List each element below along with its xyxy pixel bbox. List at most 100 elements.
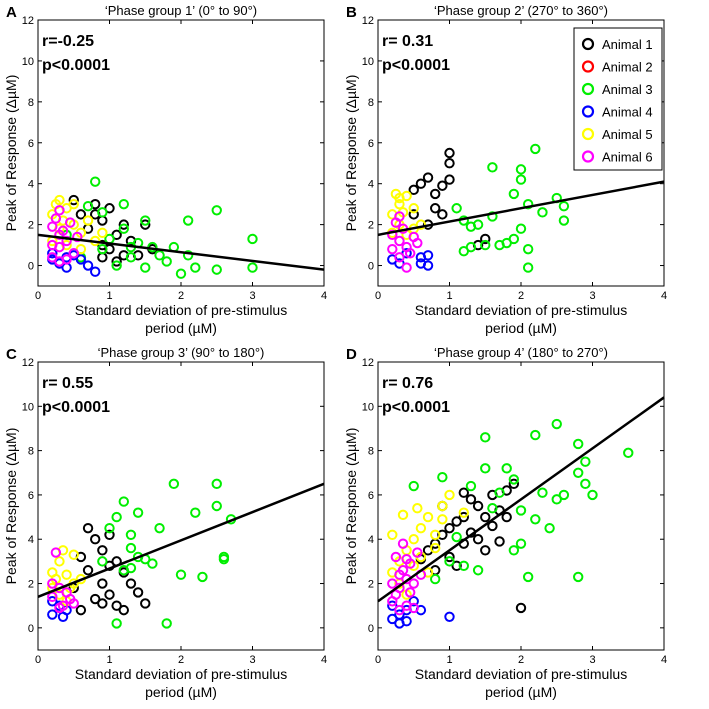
series-animal-6 [47,205,83,267]
data-point [154,250,165,261]
data-point [161,256,172,267]
data-point [97,243,108,255]
data-point [412,503,423,514]
x-tick-label: 3 [249,654,255,666]
data-point [404,248,416,259]
data-point [111,256,122,267]
data-point [50,213,62,224]
data-point [90,266,101,277]
data-point [487,211,498,222]
data-point [444,158,455,169]
x-tick-label: 3 [249,290,255,302]
data-point [472,219,484,230]
x-tick-label: 2 [178,290,184,302]
panel-letter: B [346,4,357,21]
x-tick-label: 4 [661,654,667,666]
panel-c: C ‘Phase group 3’ (90° to 180°)0246810120… [3,345,327,700]
data-point [451,516,462,527]
panel-letter: D [346,346,357,363]
data-point [472,565,484,576]
data-point [408,596,419,607]
data-point [211,478,222,490]
y-tick-label: 2 [28,579,34,591]
y-tick-label: 2 [368,220,374,232]
data-point [480,239,491,251]
series-animal-3 [97,478,237,629]
data-point [587,489,598,501]
x-tick-label: 1 [106,290,112,302]
data-point [47,221,58,232]
stat-p: p<0.0001 [382,399,450,416]
data-point [47,239,58,251]
data-point [111,511,122,523]
data-point [515,174,527,185]
data-point [68,194,79,206]
data-point [68,248,79,259]
data-point [68,598,79,609]
data-point [404,587,416,598]
data-point [118,223,130,234]
data-point [82,522,94,534]
data-point [68,198,79,210]
data-point [580,456,591,467]
data-point [451,203,462,214]
series-animal-6 [47,547,79,614]
data-point [394,252,405,263]
stat-r: r= 0.31 [382,33,433,50]
y-tick-label: 6 [368,138,374,150]
data-point [125,562,137,574]
data-point [161,618,172,629]
data-point [415,522,427,534]
x-axis-label: Standard deviation of pre-stimulus [75,666,287,682]
legend-marker [581,105,595,118]
data-point [444,556,455,567]
y-tick-label: 12 [362,15,374,27]
data-point [154,522,165,534]
data-point [401,262,412,273]
plot-area [37,361,325,651]
stat-p: p<0.0001 [42,57,110,74]
data-point [437,180,448,191]
data-point [54,602,65,614]
data-point [408,184,419,196]
data-point [111,618,122,629]
x-axis-label: Standard deviation of pre-stimulus [415,666,627,682]
data-point [390,551,402,563]
legend-label: Animal 6 [602,150,653,165]
data-point [408,480,419,492]
data-point [415,252,427,263]
data-point [97,556,108,567]
data-point [530,429,541,441]
legend-label: Animal 2 [602,60,653,75]
data-point [64,217,76,228]
data-point [68,549,79,560]
data-point [408,578,419,589]
y-tick-label: 8 [28,97,34,109]
regression-line [377,396,665,603]
regression-line [37,233,325,271]
data-point [558,201,570,212]
data-point [90,534,101,545]
data-point [57,611,69,622]
data-point [465,480,477,492]
y-tick-label: 6 [28,490,34,502]
data-point [437,514,448,525]
data-point [480,511,491,523]
data-point [480,233,491,245]
data-point [472,500,484,512]
data-point [480,545,491,556]
data-point [494,536,505,547]
data-point [444,174,455,185]
data-point [444,147,455,159]
series-animal-6 [387,538,427,616]
data-point [90,593,101,605]
data-point [422,260,434,271]
stat-r: r= 0.55 [42,375,93,392]
data-point [458,246,469,257]
panel-title: ‘Phase group 4’ (180° to 270°) [434,345,608,360]
data-point [515,602,527,614]
data-point [458,487,469,498]
data-point [118,219,130,230]
data-point [458,560,469,572]
